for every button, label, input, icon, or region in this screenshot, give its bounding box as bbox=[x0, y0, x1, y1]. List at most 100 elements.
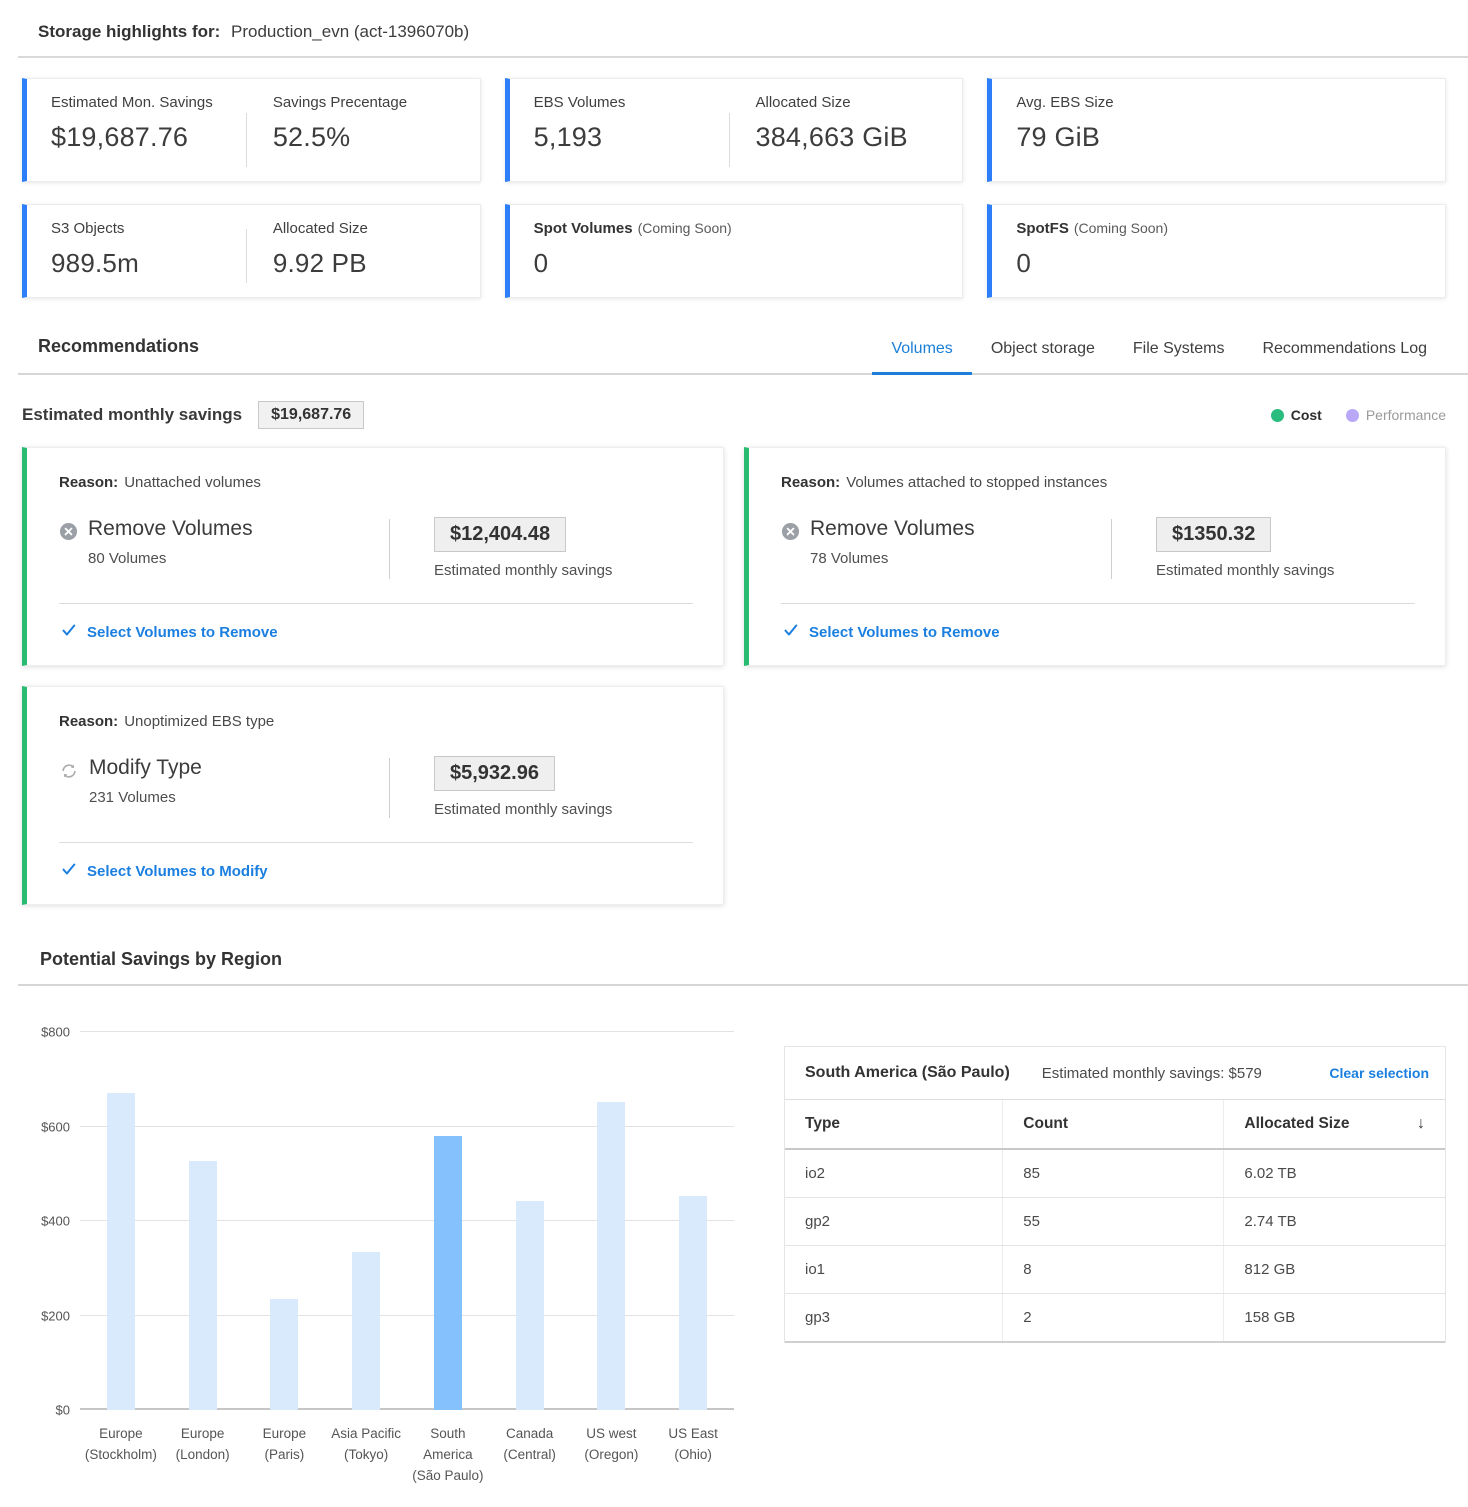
gridline-200 bbox=[80, 1314, 734, 1316]
x-tick-label: Asia Pacific (Tokyo) bbox=[331, 1426, 402, 1462]
x-tick-label: South America (São Paulo) bbox=[412, 1426, 484, 1483]
savings-value-badge: $12,404.48 bbox=[434, 517, 567, 552]
bar-south-america-s-o-paulo[interactable] bbox=[433, 1136, 462, 1410]
region-divider bbox=[18, 984, 1468, 986]
select-volumes-to-modify-link[interactable]: Select Volumes to Modify bbox=[59, 843, 693, 904]
estimated-monthly-savings-value: $19,687.76 bbox=[258, 401, 365, 429]
column-header-type[interactable]: Type bbox=[785, 1100, 1003, 1150]
x-tick-label: Europe (London) bbox=[175, 1426, 230, 1462]
stat-s3-objects: S3 Objects 989.5m bbox=[51, 220, 139, 278]
cell-allocated-size: 158 GB bbox=[1223, 1293, 1445, 1343]
rec-card-unoptimized-ebs: Reason: Unoptimized EBS type Modify Type … bbox=[22, 686, 724, 905]
gridline-800 bbox=[80, 1031, 734, 1032]
rec-card-stopped-instances: Reason: Volumes attached to stopped insta… bbox=[744, 447, 1446, 666]
cell-allocated-size: 812 GB bbox=[1223, 1245, 1445, 1294]
bar-europe-stockholm[interactable] bbox=[106, 1093, 135, 1410]
gridline-0 bbox=[80, 1408, 734, 1410]
table-row: io2 85 6.02 TB bbox=[785, 1149, 1445, 1198]
account-name: Production_evn (act-1396070b) bbox=[231, 22, 470, 41]
card-rule bbox=[59, 842, 693, 843]
region-section-heading: Potential Savings by Region bbox=[40, 949, 283, 969]
header-divider bbox=[18, 56, 1468, 58]
stat-card-spotfs: SpotFS (Coming Soon) 0 bbox=[987, 204, 1446, 298]
legend: Cost Performance bbox=[1270, 407, 1446, 423]
x-tick-label: Europe (Stockholm) bbox=[84, 1426, 157, 1462]
bar-slot bbox=[489, 1032, 571, 1410]
cell-type: gp3 bbox=[785, 1293, 1003, 1343]
bar-us-east-ohio[interactable] bbox=[679, 1195, 708, 1410]
reason-text: Unattached volumes bbox=[124, 474, 261, 491]
select-volumes-to-remove-link[interactable]: Select Volumes to Remove bbox=[59, 604, 693, 665]
stat-ebs-allocated-size: Allocated Size 384,663 GiB bbox=[755, 94, 908, 152]
reason-text: Volumes attached to stopped instances bbox=[846, 474, 1108, 491]
column-header-allocated-size[interactable]: Allocated Size ↓ bbox=[1223, 1100, 1445, 1150]
stat-s3-allocated-size: Allocated Size 9.92 PB bbox=[272, 220, 368, 278]
x-tick-label: Canada (Central) bbox=[503, 1426, 556, 1462]
stat-ebs-volumes: EBS Volumes 5,193 bbox=[533, 94, 626, 152]
table-row: gp2 55 2.74 TB bbox=[785, 1197, 1445, 1246]
remove-icon bbox=[59, 522, 78, 546]
card-rule bbox=[59, 603, 693, 604]
card-divider bbox=[389, 758, 390, 818]
action-title: Remove Volumes bbox=[810, 517, 975, 540]
tab-object-storage[interactable]: Object storage bbox=[990, 340, 1095, 357]
bar-europe-london[interactable] bbox=[188, 1160, 217, 1410]
cell-type: gp2 bbox=[785, 1197, 1003, 1246]
y-tick-label: $200 bbox=[41, 1308, 70, 1323]
bar-slot bbox=[652, 1032, 734, 1410]
table-row: io1 8 812 GB bbox=[785, 1245, 1445, 1294]
check-icon bbox=[783, 622, 799, 643]
y-tick-label: $600 bbox=[41, 1119, 70, 1134]
y-tick-label: $400 bbox=[41, 1213, 70, 1229]
bar-slot bbox=[407, 1032, 489, 1410]
savings-value-caption: Estimated monthly savings bbox=[1156, 562, 1335, 579]
bar-asia-pacific-tokyo[interactable] bbox=[352, 1252, 381, 1410]
select-volumes-to-remove-link[interactable]: Select Volumes to Remove bbox=[781, 604, 1415, 665]
remove-icon bbox=[781, 522, 800, 546]
cell-count: 8 bbox=[1002, 1245, 1224, 1294]
chart-bars bbox=[80, 1032, 734, 1410]
bar-canada-central[interactable] bbox=[515, 1200, 544, 1410]
tab-file-systems[interactable]: File Systems bbox=[1132, 340, 1225, 357]
rec-card-unattached-volumes: Reason: Unattached volumes Remove Volumes… bbox=[22, 447, 724, 666]
stat-cards: Estimated Mon. Savings $19,687.76 Saving… bbox=[22, 78, 1446, 298]
y-tick-label: $0 bbox=[55, 1402, 70, 1418]
legend-cost: Cost bbox=[1270, 407, 1322, 423]
rec-grid-empty-cell bbox=[744, 686, 1446, 905]
recommendations-heading: Recommendations bbox=[38, 336, 200, 356]
savings-value-badge: $5,932.96 bbox=[434, 756, 555, 791]
page-title: Storage highlights for: Production_evn (… bbox=[22, 16, 1446, 56]
stat-card-spot-volumes: Spot Volumes (Coming Soon) 0 bbox=[504, 204, 964, 298]
stat-avg-ebs-size: Avg. EBS Size 79 GiB bbox=[1016, 94, 1114, 152]
chart-x-axis: Europe (Stockholm) Europe (London) Europe (Pa… bbox=[80, 1424, 734, 1487]
bar-slot bbox=[571, 1032, 653, 1410]
bar-slot bbox=[162, 1032, 244, 1410]
savings-value-caption: Estimated monthly savings bbox=[434, 562, 613, 579]
clear-selection-link[interactable]: Clear selection bbox=[1329, 1065, 1429, 1081]
tab-volumes[interactable]: Volumes bbox=[872, 340, 973, 375]
stat-divider bbox=[728, 113, 730, 167]
stat-divider bbox=[245, 113, 247, 167]
chart-plot-area bbox=[80, 1031, 734, 1410]
x-tick-label: Europe (Paris) bbox=[262, 1426, 307, 1462]
card-divider bbox=[1111, 519, 1112, 579]
tab-recommendations-log[interactable]: Recommendations Log bbox=[1262, 340, 1427, 357]
selected-region-title: South America (São Paulo) bbox=[805, 1064, 1010, 1081]
chart-y-axis: $0 $200 $400 $600 $800 bbox=[22, 1025, 70, 1418]
cell-type: io1 bbox=[785, 1245, 1003, 1294]
coming-soon-label: (Coming Soon) bbox=[637, 220, 732, 236]
cell-allocated-size: 2.74 TB bbox=[1223, 1197, 1445, 1246]
x-tick-label: US west (Oregon) bbox=[584, 1426, 639, 1462]
estimated-monthly-savings-label: Estimated monthly savings bbox=[22, 405, 243, 424]
check-icon bbox=[61, 622, 77, 643]
stat-card-savings: Estimated Mon. Savings $19,687.76 Saving… bbox=[22, 78, 481, 182]
savings-by-region-chart: $0 $200 $400 $600 $800 Europe (Stockholm) Euro… bbox=[22, 1025, 734, 1487]
bar-europe-paris[interactable] bbox=[270, 1298, 299, 1410]
bar-slot bbox=[244, 1032, 326, 1410]
bar-slot bbox=[325, 1032, 407, 1410]
column-header-count[interactable]: Count bbox=[1002, 1100, 1224, 1150]
action-title: Remove Volumes bbox=[88, 517, 253, 540]
bar-us-west-oregon[interactable] bbox=[597, 1101, 626, 1410]
cell-count: 85 bbox=[1002, 1149, 1224, 1198]
